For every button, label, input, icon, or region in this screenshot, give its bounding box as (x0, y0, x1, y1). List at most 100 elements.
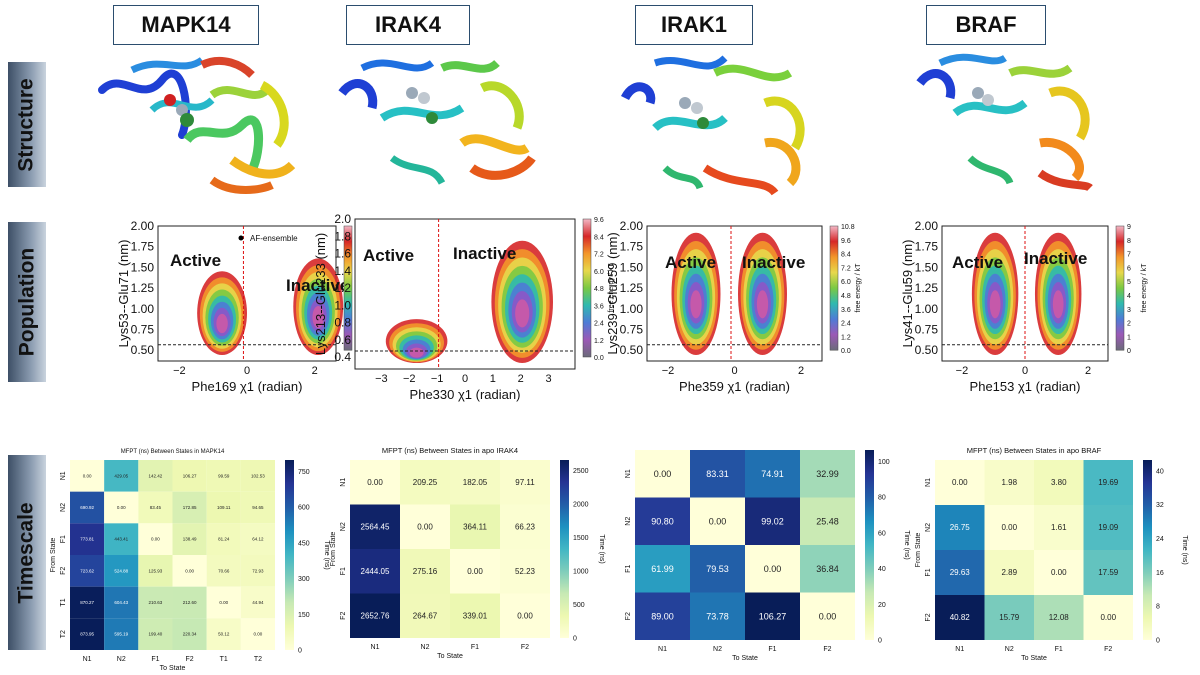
heatmap-cell (240, 523, 275, 555)
heatmap-cell (70, 555, 105, 587)
heatmap-cell-value: 723.62 (80, 568, 94, 573)
density-contour (312, 305, 324, 329)
heatmap-title: MFPT (ns) Between States in apo BRAF (967, 446, 1102, 455)
heatmap-cell-value: 0.00 (709, 516, 727, 526)
colorbar-tick-label: 0 (1156, 638, 1160, 645)
heatmap-cell-value: 0.00 (1051, 568, 1067, 577)
heatmap-cell (745, 497, 800, 545)
col-label: T1 (220, 656, 228, 663)
y-axis-label: Lys239--Glu259 (nm) (605, 232, 620, 354)
density-blobs (197, 258, 344, 355)
heatmap-cell (450, 593, 500, 638)
heatmap-cell-value: 182.05 (463, 478, 488, 487)
heatmap-cell-value: 1.98 (1001, 478, 1017, 487)
heatmap-cell (984, 595, 1034, 640)
heatmap-cell (635, 450, 690, 498)
y-tick-label: 0.50 (915, 343, 939, 357)
heatmap-cell (500, 460, 550, 505)
heatmap-cell (1034, 505, 1084, 550)
heatmap-cell (206, 460, 241, 492)
heatmap-cell (935, 595, 985, 640)
heatmap-cell-value: 264.67 (413, 611, 438, 620)
heatmap-cell-value: 210.63 (149, 600, 163, 605)
colorbar-tick-label: 24 (1156, 536, 1164, 543)
colorbar-label: free energy / kT (1141, 263, 1148, 313)
heatmap-cell (400, 593, 450, 638)
heatmap-cell (1083, 595, 1133, 640)
label-inactive: Inactive (453, 244, 516, 263)
y-tick-label: 1.75 (131, 240, 155, 254)
heatmap-cell (70, 460, 105, 492)
title-irak4: IRAK4 (346, 5, 470, 45)
heatmap-cell-value: 0.00 (952, 478, 968, 487)
title-mapk14: MAPK14 (113, 5, 259, 45)
density-blobs (971, 232, 1082, 355)
heatmap-cell-value: 40.82 (950, 613, 971, 622)
y-axis-label: From State (330, 532, 337, 567)
colorbar-label: Time (ns) (1181, 535, 1188, 564)
label-active: Active (363, 246, 414, 265)
col-label: T2 (254, 656, 262, 663)
heatmap-cell (172, 618, 207, 650)
population-panel: Active Inactive 2.0 1.8 1.6 1.4 1.2 1.0 0.8 0.6 0.… (313, 212, 615, 402)
heatmap-cell (450, 460, 500, 505)
heatmap-cell (450, 504, 500, 549)
heatmap-cell-value: 1.61 (1051, 523, 1067, 532)
title-irak1: IRAK1 (635, 5, 753, 45)
heatmap-cell-value: 0.00 (151, 537, 160, 542)
row-label: F1 (340, 567, 347, 575)
heatmap-cell-value: 142.42 (149, 473, 163, 478)
colorbar-tick-label: 40 (878, 566, 886, 573)
colorbar (582, 218, 592, 358)
col-label: F2 (1104, 646, 1112, 653)
heatmap-cell-value: 50.12 (218, 632, 230, 637)
row-label: T2 (60, 630, 67, 638)
protein-structure-mapk14 (98, 56, 296, 194)
density-blobs (385, 240, 553, 363)
heatmap-cell (1083, 460, 1133, 505)
heatmap-cell (138, 555, 173, 587)
heatmap-cell (206, 586, 241, 619)
heatmap-cell (138, 618, 173, 650)
heatmap-cell-value: 125.93 (149, 568, 163, 573)
y-tick-label: 1.00 (620, 302, 644, 316)
density-contour (989, 290, 1001, 319)
heatmap-cell (500, 593, 550, 638)
colorbar (343, 225, 353, 351)
y-tick-label: 1.50 (620, 260, 644, 274)
heatmap-title: MFPT (ns) Between States in MAPK14 (121, 449, 225, 455)
y-tick-label: 2.00 (131, 219, 155, 233)
colorbar-tick-label: 2.4 (594, 321, 604, 328)
y-tick-label: 1.2 (334, 281, 351, 295)
heatmap-cell (984, 550, 1034, 595)
heatmap-cell (1034, 595, 1084, 640)
title-braf: BRAF (926, 5, 1046, 45)
heatmap-cell (745, 592, 800, 640)
row-label-structure: Structure (8, 62, 46, 187)
colorbar-tick-label: 500 (573, 602, 585, 609)
x-tick-label: −1 (431, 373, 444, 385)
heatmap-cell-value: 0.00 (819, 611, 837, 621)
heatmap-cell (104, 523, 139, 555)
heatmap-cell-value: 0.00 (219, 600, 228, 605)
heatmap-cell-value: 74.91 (761, 469, 784, 479)
density-contour (515, 299, 530, 328)
heatmap-cell-value: 0.00 (654, 469, 672, 479)
mfpt-heatmap: 0.00 83.31 74.91 32.99 90.80 0.00 99.02 25.48 61… (625, 450, 910, 662)
row-label: F2 (340, 612, 347, 620)
x-tick-label: 2 (312, 365, 318, 377)
heatmap-cell (400, 549, 450, 594)
colorbar-tick-label: 0 (573, 636, 577, 643)
colorbar-tick-label: 300 (298, 576, 310, 583)
heatmap-cell (800, 545, 855, 593)
y-tick-label: 0.50 (131, 343, 155, 357)
colorbar-tick-label: 2.4 (841, 321, 851, 328)
row-label-population: Population (8, 222, 46, 382)
col-label: N1 (955, 646, 964, 653)
col-label: F2 (521, 644, 529, 651)
colorbar-tick-label: 3 (1127, 307, 1131, 314)
row-label: N1 (340, 478, 347, 487)
colorbar-label: Time (ns) (903, 530, 910, 559)
heatmap-cell (240, 460, 275, 492)
colorbar (560, 460, 569, 638)
